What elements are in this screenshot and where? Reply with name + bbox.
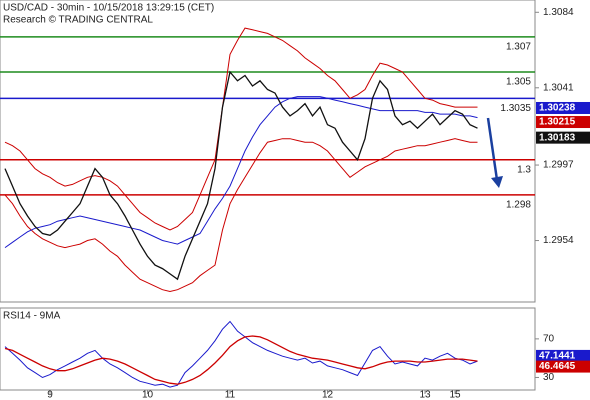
series-line [4, 96, 478, 249]
price-tag-label: 46.4645 [539, 361, 576, 372]
x-tick-label: 15 [449, 390, 461, 400]
forecast-arrow [486, 117, 499, 181]
y-tick-label: 1.3084 [543, 7, 574, 18]
y-tick-label: 1.2954 [543, 235, 574, 246]
level-label: 1.3 [517, 164, 531, 175]
level-label: 1.305 [506, 77, 531, 88]
x-tick-label: 9 [47, 390, 53, 400]
x-tick-label: 11 [225, 390, 236, 400]
level-label: 1.3035 [500, 103, 531, 114]
forecast-arrow-head [491, 176, 503, 188]
x-tick-label: 13 [419, 390, 431, 400]
rsi-panel-frame [0, 307, 536, 391]
price-tag-label: 1.30215 [539, 117, 576, 128]
y-tick-label: 1.3041 [543, 82, 574, 93]
series-line [4, 70, 478, 281]
series-line [4, 27, 478, 231]
price-tag [536, 360, 590, 373]
series-line [4, 138, 478, 293]
level-label: 1.307 [506, 42, 531, 53]
price-tag-label: 1.30183 [539, 132, 576, 143]
series-line [4, 335, 478, 385]
price-tag [536, 101, 590, 114]
level-label: 1.298 [506, 200, 531, 211]
x-tick-label: 10 [142, 390, 154, 400]
rsi-title: RSI14 - 9MA [3, 311, 61, 322]
price-tag [536, 116, 590, 129]
y-tick-label: 1.2997 [543, 160, 574, 171]
y-tick-label: 70 [543, 334, 555, 345]
price-tag [536, 349, 590, 362]
series-line [4, 320, 478, 388]
y-tick-label: 30 [543, 372, 555, 383]
price-tag-label: 1.30238 [539, 103, 576, 114]
price-tag-label: 47.1441 [539, 351, 576, 362]
chart-subtitle: Research © TRADING CENTRAL [3, 15, 153, 26]
chart-title: USD/CAD - 30min - 10/15/2018 13:29:15 (C… [3, 3, 214, 14]
x-tick-label: 12 [322, 390, 334, 400]
price-tag [536, 131, 590, 144]
price-panel-frame [0, 0, 536, 303]
